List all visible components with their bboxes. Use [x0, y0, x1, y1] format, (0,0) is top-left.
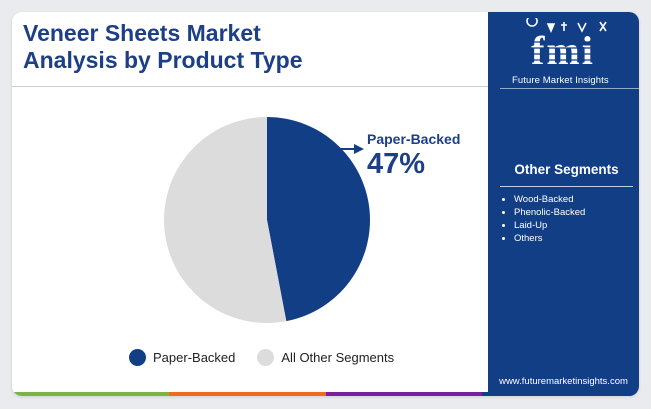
chart-legend: Paper-Backed All Other Segments [129, 349, 416, 366]
title-line-2: Analysis by Product Type [23, 47, 303, 73]
list-item: Others [514, 232, 585, 245]
fmi-logo: fmi Future Market Insights [488, 15, 639, 86]
list-item: Phenolic-Backed [514, 206, 585, 219]
fmi-logo-mark: fmi [518, 15, 610, 73]
website-link[interactable]: www.futuremarketinsights.com [499, 376, 628, 387]
pie-slice-paper-backed [267, 117, 371, 322]
infographic-card: Veneer Sheets Market Analysis by Product… [12, 12, 639, 396]
pie-slice-all-other-segments [164, 117, 287, 323]
sidebar-divider [500, 88, 639, 89]
other-segments-list: Wood-Backed Phenolic-Backed Laid-Up Othe… [500, 193, 585, 245]
callout-value: 47% [367, 148, 426, 180]
list-item: Wood-Backed [514, 193, 585, 206]
bottom-bar-segment [482, 392, 639, 396]
bottom-color-bar [12, 392, 639, 396]
legend-swatch-paper-backed [129, 349, 146, 366]
title-divider [12, 86, 488, 87]
bottom-bar-segment [12, 392, 169, 396]
logo-wordmark: fmi [531, 28, 595, 70]
logo-caption: Future Market Insights [512, 75, 609, 86]
other-segments-divider [500, 186, 633, 187]
list-item: Laid-Up [514, 219, 585, 232]
legend-item-paper-backed: Paper-Backed [129, 349, 235, 366]
callout-label: Paper-Backed [367, 131, 461, 147]
pie-chart [164, 117, 371, 323]
bottom-bar-segment [325, 392, 483, 396]
legend-item-all-other-segments: All Other Segments [257, 349, 394, 366]
callout-arrow-head [354, 144, 364, 154]
page-title: Veneer Sheets Market Analysis by Product… [23, 20, 302, 74]
bottom-bar-segment [168, 392, 326, 396]
other-segments-title: Other Segments [514, 162, 619, 177]
title-line-1: Veneer Sheets Market [23, 20, 261, 46]
legend-label-paper-backed: Paper-Backed [153, 350, 236, 365]
legend-swatch-all-other-segments [257, 349, 275, 366]
sidebar-panel: fmi Future Market Insights Other Segment… [488, 12, 639, 396]
legend-label-all-other-segments: All Other Segments [281, 350, 395, 365]
